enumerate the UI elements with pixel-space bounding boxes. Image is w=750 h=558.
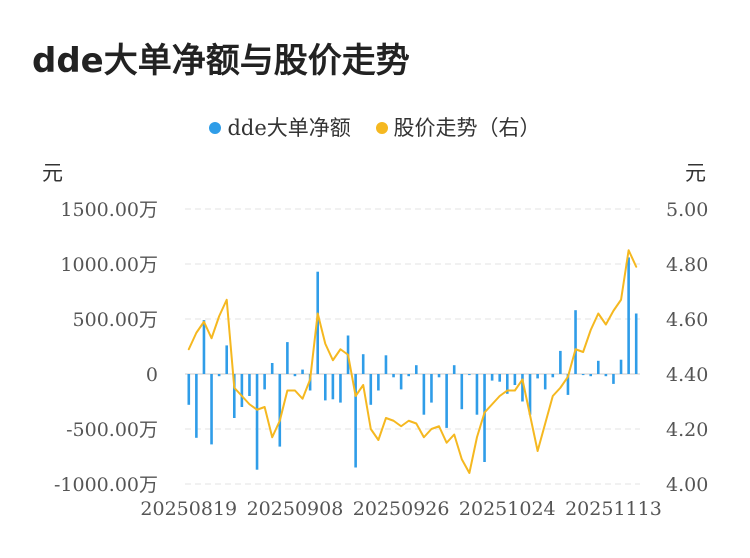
dde-bar [202, 320, 206, 374]
dde-bar [369, 374, 373, 405]
dde-bar [248, 374, 251, 396]
dde-bar [399, 374, 403, 390]
legend-item-price[interactable]: 股价走势（右） [375, 112, 541, 142]
dde-bar [354, 374, 357, 468]
dde-bar [589, 374, 593, 377]
y-left-tick-label: 0 [146, 364, 158, 386]
x-tick-label: 20251113 [565, 498, 662, 520]
dde-bar [255, 374, 259, 470]
x-tick-label: 20251024 [459, 498, 556, 520]
dde-bar [392, 374, 395, 378]
chart-title: dde大单净额与股价走势 [32, 41, 410, 81]
dde-bar [460, 374, 464, 410]
dde-bar [581, 374, 585, 376]
dde-bar [384, 355, 388, 374]
x-tick-label: 20250819 [140, 498, 237, 520]
dde-bar [437, 374, 441, 378]
y-right-tick-label: 4.00 [666, 474, 708, 496]
dde-bar [278, 374, 282, 447]
y-right-tick-label: 4.80 [666, 254, 708, 276]
dde-bar [490, 374, 494, 381]
dde-bar [498, 374, 502, 382]
dde-bar [210, 374, 213, 445]
dde-bar [468, 374, 471, 376]
dde-bar [308, 374, 312, 391]
dde-bar [612, 374, 615, 384]
dde-bar [225, 345, 229, 374]
legend-dot-price [375, 122, 388, 134]
dde-bar [270, 363, 274, 374]
dde-bar [286, 342, 289, 374]
price-line [187, 249, 638, 474]
dde-bar [543, 374, 547, 390]
y-right-tick-label: 5.00 [666, 199, 708, 221]
dde-bar [301, 369, 304, 374]
dde-bar [634, 313, 638, 374]
dde-bar [263, 374, 266, 390]
dde-bar [361, 354, 365, 374]
dde-bar [521, 374, 524, 402]
legend-item-dde[interactable]: dde大单净额 [209, 112, 351, 142]
dde-bar [422, 374, 426, 415]
dde-bar [331, 374, 335, 400]
dde-bar [536, 374, 539, 379]
dde-bar [566, 374, 570, 395]
y-right-tick-label: 4.40 [666, 364, 708, 386]
legend-dot-dde [209, 122, 222, 134]
left-axis-unit: 元 [42, 161, 63, 185]
x-tick-label: 20250926 [353, 498, 450, 520]
dde-bar [619, 359, 623, 374]
y-right-tick-label: 4.60 [666, 309, 708, 331]
legend-label-price: 股价走势（右） [393, 116, 541, 140]
dde-bar [339, 374, 342, 403]
y-left-tick-label: 500.00万 [73, 309, 158, 331]
dde-bar [414, 365, 418, 374]
dde-bar [407, 374, 411, 377]
dde-bar [604, 374, 608, 377]
dde-bar [430, 374, 433, 403]
dde-bar [217, 374, 221, 377]
y-left-tick-label: -1000.00万 [54, 474, 158, 496]
dde-bar [445, 374, 448, 428]
dde-bar [293, 374, 297, 377]
y-left-tick-label: 1500.00万 [60, 199, 158, 221]
dde-bar [195, 374, 198, 438]
dde-bar [452, 365, 456, 374]
x-tick-label: 20250908 [247, 498, 344, 520]
dde-bar [513, 374, 517, 385]
dde-bar [475, 374, 479, 415]
dde-bar [232, 374, 236, 418]
dde-bar [551, 374, 555, 378]
dde-bar [627, 257, 630, 374]
y-right-tick-label: 4.20 [666, 419, 708, 441]
dde-bar [596, 360, 600, 374]
legend: dde大单净额 股价走势（右） [0, 112, 750, 142]
y-left-tick-label: -500.00万 [66, 419, 158, 441]
dde-bar [559, 350, 562, 374]
dde-bar [528, 374, 532, 415]
dde-bar [323, 374, 327, 401]
legend-label-dde: dde大单净额 [227, 116, 351, 140]
dde-bar [483, 374, 486, 462]
dde-bar [574, 310, 577, 374]
dde-bar [505, 374, 509, 394]
right-axis-unit: 元 [685, 161, 706, 185]
dde-bar [240, 374, 244, 407]
y-left-tick-label: 1000.00万 [60, 254, 158, 276]
dde-bar [377, 374, 380, 391]
dde-bar [316, 271, 320, 374]
dde-bar [187, 374, 191, 405]
